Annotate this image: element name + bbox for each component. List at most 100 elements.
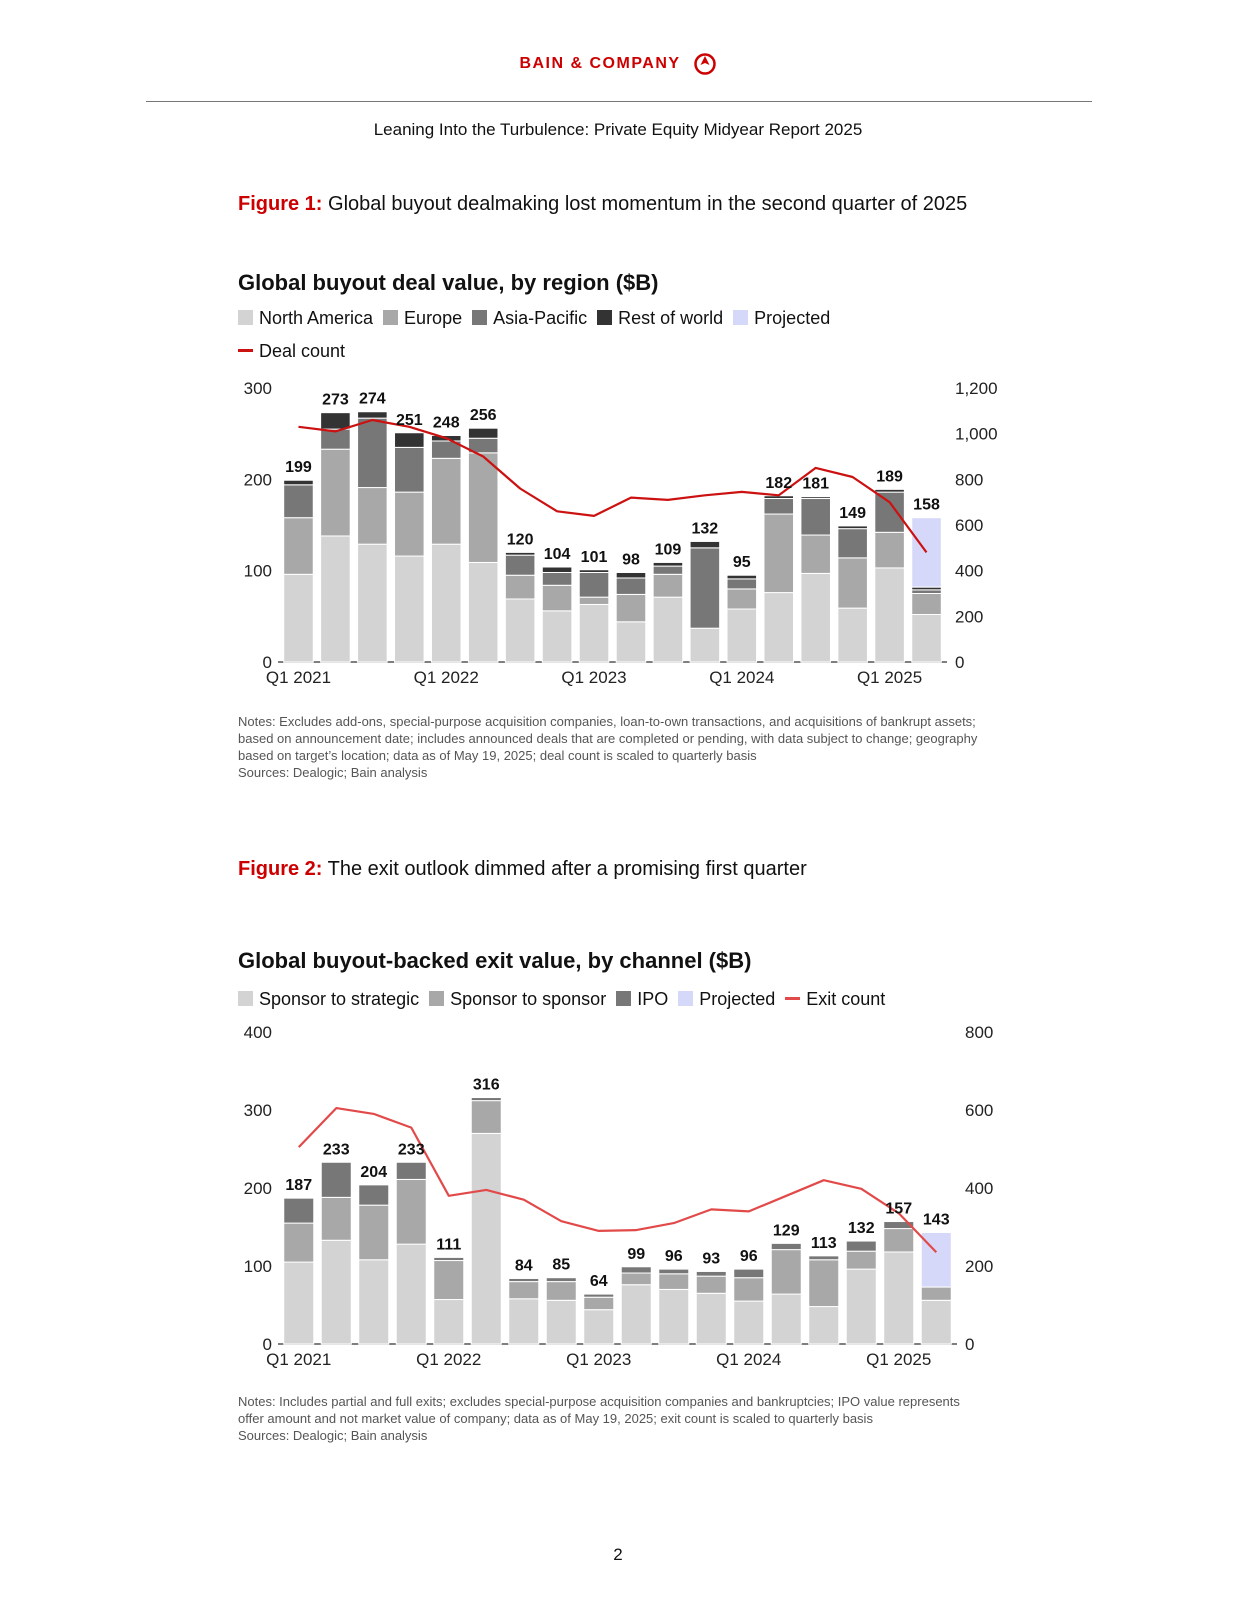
- figure2-bar-segment: [583, 1309, 615, 1345]
- figure1-bar-segment: [504, 551, 536, 556]
- figure1-bar-segment: [320, 448, 351, 537]
- figure2-notes: Notes: Includes partial and full exits; …: [238, 1394, 960, 1426]
- figure1-bar-segment: [357, 411, 388, 419]
- figure2-caption: Figure 2: The exit outlook dimmed after …: [238, 858, 807, 881]
- figure2-y2-tick-label: 200: [965, 1257, 993, 1276]
- figure2-bar-segment: [508, 1298, 540, 1345]
- figure1-bar-segment: [283, 479, 314, 486]
- figure1-bar-segment: [615, 577, 647, 595]
- figure1-legend-item: Asia-Pacific: [472, 302, 587, 335]
- figure1-y-tick-label: 300: [244, 379, 272, 398]
- figure2-total-label: 111: [436, 1236, 461, 1253]
- figure1-total-label: 120: [507, 531, 534, 548]
- figure2-count-line: [298, 1106, 938, 1254]
- figure1-y2-tick-label: 400: [955, 562, 983, 581]
- figure2-label: Figure 2:: [238, 858, 323, 880]
- figure2-total-label: 204: [360, 1164, 387, 1181]
- figure2-total-label: 96: [740, 1248, 758, 1265]
- figure2-y2-tick-label: 600: [965, 1101, 993, 1120]
- figure1-bar-segment: [357, 417, 388, 489]
- figure1-legend-swatch: [472, 310, 488, 325]
- header-divider: [146, 101, 1092, 102]
- figure1-bar-segment: [652, 573, 684, 598]
- figure2-total-label: 99: [627, 1246, 645, 1263]
- figure1-y2-tick-label: 1,200: [955, 379, 998, 398]
- figure1-total-label: 101: [581, 549, 608, 566]
- figure2-legend-label: Exit count: [806, 989, 886, 1009]
- figure2-bar-segment: [695, 1292, 727, 1345]
- figure2-bar-segment: [508, 1277, 540, 1283]
- figure1-bar-segment: [320, 535, 351, 663]
- figure2-bar-segment: [733, 1277, 765, 1302]
- figure1-bar-segment: [689, 627, 721, 663]
- figure1-total-label: 109: [655, 541, 682, 558]
- figure1-bar-segment: [541, 584, 573, 612]
- figure1-bar-segment: [911, 614, 942, 663]
- figure1-bar-segment: [726, 588, 758, 610]
- figure1-x-tick-label: Q1 2021: [266, 668, 331, 687]
- figure2-y2-tick-label: 0: [965, 1335, 974, 1354]
- figure2-x-tick-label: Q1 2023: [566, 1350, 631, 1369]
- figure1-bar-segment: [763, 513, 795, 594]
- figure1-total-label: 104: [544, 546, 571, 563]
- figure1-count-line: [298, 418, 928, 554]
- figure2-sources: Sources: Dealogic; Bain analysis: [238, 1428, 428, 1443]
- figure1-bar-segment: [394, 446, 425, 493]
- figure2-bar-segment: [845, 1250, 877, 1270]
- figure2-bar-segment: [920, 1299, 952, 1345]
- figure2-total-label: 157: [885, 1201, 912, 1218]
- figure1-chart-title: Global buyout deal value, by region ($B): [238, 270, 659, 295]
- figure1-bar-segment: [652, 561, 684, 567]
- figure2-total-label: 85: [552, 1257, 570, 1274]
- figure2-bar-segment: [658, 1273, 690, 1290]
- brand-name: BAIN & COMPANY: [519, 55, 681, 72]
- figure1-bar-segment: [541, 571, 573, 586]
- figure2-bar-segment: [358, 1259, 390, 1345]
- figure1-bar-segment: [504, 554, 536, 576]
- figure2-bar-segment: [583, 1296, 615, 1311]
- figure1-caption-text: Global buyout dealmaking lost momentum i…: [328, 193, 968, 215]
- figure1-bar-segment: [689, 540, 721, 549]
- figure2-legend-swatch: [429, 991, 445, 1006]
- figure1-bar-segment: [504, 598, 536, 663]
- figure1-label: Figure 1:: [238, 193, 323, 215]
- figure2-bar-segment: [695, 1270, 727, 1277]
- figure2-total-label: 129: [773, 1222, 800, 1239]
- figure1-bar-segment: [615, 571, 647, 579]
- figure2-bar-segment: [545, 1299, 577, 1345]
- figure1-bar-segment: [800, 496, 831, 500]
- figure2-legend-item: Exit count: [785, 983, 885, 1016]
- figure1-bar-segment: [726, 608, 758, 663]
- figure1-bar-segment: [430, 543, 462, 663]
- figure1-bar-segment: [837, 557, 868, 609]
- figure1-y-tick-label: 0: [263, 653, 272, 672]
- figure2-bar-segment: [395, 1178, 427, 1245]
- figure2-bar-segment: [470, 1100, 502, 1134]
- figure2-bar-segment: [883, 1221, 915, 1230]
- figure2-total-label: 84: [515, 1257, 533, 1274]
- figure2-bar-segment: [358, 1184, 390, 1206]
- figure1-bar-segment: [763, 592, 795, 663]
- figure1-bar-segment: [837, 607, 868, 663]
- figure2-legend-swatch: [616, 991, 632, 1006]
- figure2-bar-segment: [733, 1300, 765, 1345]
- figure1-total-label: 158: [913, 497, 940, 514]
- figure2-bar-segment: [620, 1284, 652, 1345]
- figure2-x-tick-label: Q1 2025: [866, 1350, 931, 1369]
- figure2-legend-swatch: [238, 991, 253, 1006]
- figure1-bar-segment: [394, 491, 425, 557]
- figure1-total-label: 149: [839, 505, 866, 522]
- figure2-notes-block: Notes: Includes partial and full exits; …: [238, 1393, 978, 1444]
- figure1-bar-segment: [467, 427, 499, 439]
- figure1-bar-segment: [394, 555, 425, 663]
- figure2-total-label: 64: [590, 1273, 608, 1290]
- figure1-legend-swatch: [597, 310, 613, 325]
- figure2-bar-segment: [320, 1239, 352, 1345]
- figure1-bar-segment: [800, 534, 831, 574]
- figure1-bar-segment: [652, 565, 684, 575]
- report-title: Leaning Into the Turbulence: Private Equ…: [373, 120, 863, 139]
- figure2-bar-segment: [808, 1306, 840, 1345]
- figure1-bar-segment: [357, 487, 388, 545]
- figure2-bar-segment: [358, 1204, 390, 1261]
- figure1-bar-segment: [911, 589, 942, 594]
